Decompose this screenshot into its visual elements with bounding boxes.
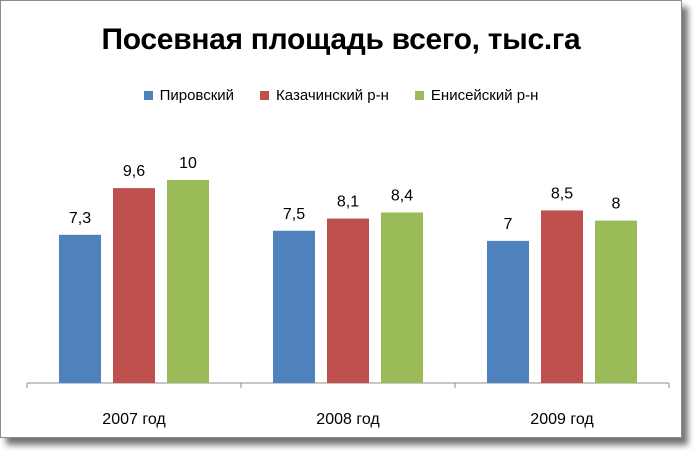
legend-swatch-kazachinsky [260,91,270,100]
legend-label-eniseisky: Енисейский р-н [430,87,539,104]
bar-1-1 [59,234,101,383]
x-tick-label: 2008 год [316,411,380,428]
bar-3-1 [167,180,209,383]
chart-plot: 7,3 9,6 10 2007 год 7,5 8,1 8,4 2008 год 7 8,5 8 20… [26,155,670,428]
chart-legend: Пировский Казачинский р-н Енисейский р-н [1,87,681,104]
data-label: 7,5 [283,206,305,223]
bar-2-3 [541,210,583,383]
data-label: 8,1 [337,194,359,211]
legend-item-eniseisky: Енисейский р-н [414,87,539,104]
legend-label-kazachinsky: Казачинский р-н [276,87,389,104]
bar-1-2 [273,230,315,383]
legend-label-pirovsky: Пировский [159,87,235,104]
data-label: 8,4 [391,187,413,204]
x-tick-label: 2007 год [102,411,166,428]
chart-title: Посевная площадь всего, тыс.га [101,23,581,56]
legend-swatch-eniseisky [414,91,424,100]
legend-item-kazachinsky: Казачинский р-н [260,87,389,104]
bar-2-1 [113,188,155,383]
chart-frame: Посевная площадь всего, тыс.га Пировский… [0,0,682,438]
legend-swatch-pirovsky [143,91,153,100]
data-label: 8 [612,196,621,213]
data-label: 7 [504,216,513,233]
bar-3-3 [595,220,637,383]
data-label: 10 [179,155,197,172]
data-label: 9,6 [123,163,145,180]
data-label: 7,3 [69,210,91,227]
bar-3-2 [381,212,423,383]
bar-1-3 [487,240,529,383]
bar-2-2 [327,218,369,383]
legend-item-pirovsky: Пировский [143,87,235,104]
x-tick-label: 2009 год [530,411,594,428]
data-label: 8,5 [551,185,573,202]
